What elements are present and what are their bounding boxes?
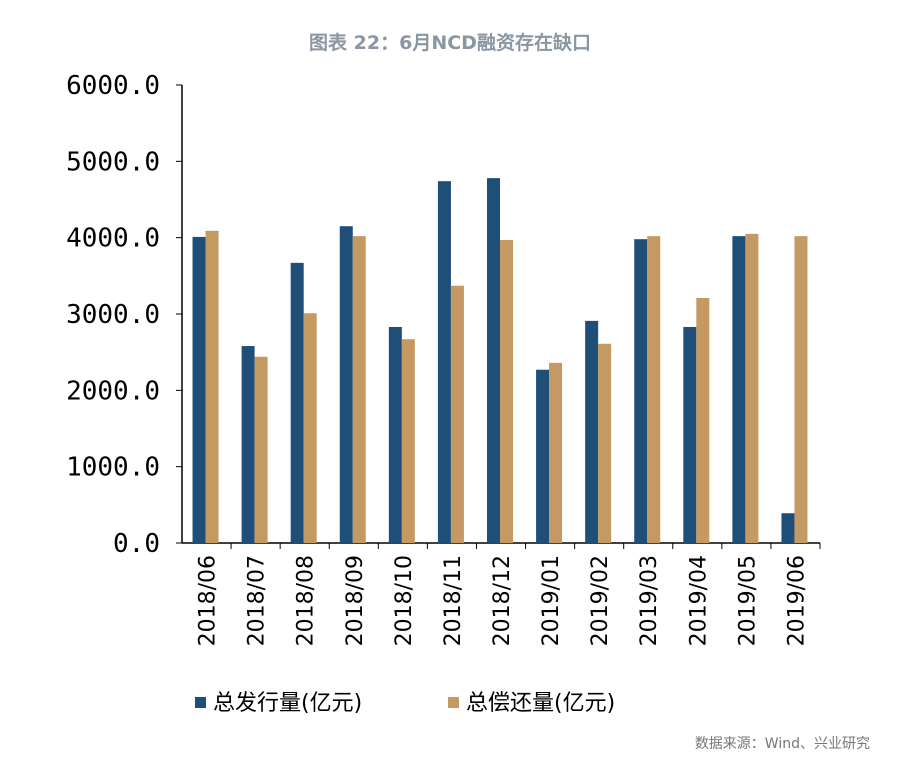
- bar-issuance: [732, 236, 746, 543]
- x-tick-label: 2019/03: [637, 555, 662, 646]
- y-tick-label: 3000.0: [66, 300, 160, 330]
- bar-repayment: [549, 362, 563, 543]
- bar-repayment: [401, 339, 415, 543]
- chart-title: 图表 22：6月NCD融资存在缺口: [309, 32, 591, 54]
- bar-issuance: [781, 513, 795, 543]
- x-tick-label: 2019/06: [784, 555, 809, 646]
- legend-label: 总偿还量(亿元): [466, 691, 615, 716]
- bar-repayment: [696, 297, 710, 543]
- bar-issuance: [634, 239, 648, 543]
- bar-issuance: [585, 320, 599, 543]
- x-tick-label: 2018/08: [294, 555, 319, 646]
- x-tick-label: 2018/06: [196, 555, 221, 646]
- legend-swatch: [195, 697, 206, 708]
- y-tick-label: 0.0: [113, 529, 160, 559]
- x-tick-label: 2019/02: [588, 555, 613, 646]
- x-tick-label: 2019/05: [735, 555, 760, 646]
- bar-repayment: [254, 356, 268, 543]
- bar-repayment: [303, 313, 317, 543]
- x-tick-label: 2018/11: [441, 555, 466, 646]
- bar-repayment: [647, 236, 661, 543]
- bar-issuance: [241, 346, 255, 543]
- x-tick-label: 2018/10: [392, 555, 417, 646]
- bar-issuance: [388, 326, 402, 543]
- y-tick-label: 1000.0: [66, 453, 160, 483]
- x-tick-label: 2018/07: [245, 555, 270, 646]
- bar-repayment: [450, 285, 464, 543]
- bar-repayment: [598, 343, 612, 543]
- legend-swatch: [448, 697, 459, 708]
- bar-repayment: [794, 236, 808, 543]
- source-note: 数据来源：Wind、兴业研究: [694, 736, 870, 752]
- legend-label: 总发行量(亿元): [213, 691, 362, 716]
- x-tick-label: 2018/09: [343, 555, 368, 646]
- bar-issuance: [339, 226, 353, 543]
- bar-issuance: [290, 262, 304, 543]
- y-tick-label: 4000.0: [66, 224, 160, 254]
- bar-repayment: [500, 239, 513, 543]
- y-tick-label: 2000.0: [66, 376, 160, 406]
- bar-issuance: [437, 181, 451, 543]
- bar-issuance: [192, 236, 206, 544]
- x-tick-label: 2019/01: [539, 555, 564, 646]
- bar-repayment: [352, 236, 366, 543]
- bar-issuance: [487, 178, 500, 544]
- bar-repayment: [745, 233, 759, 543]
- bar-issuance: [536, 369, 550, 543]
- y-tick-label: 5000.0: [66, 147, 160, 177]
- y-tick-label: 6000.0: [66, 71, 160, 101]
- bar-repayment: [205, 230, 219, 543]
- x-tick-label: 2019/04: [686, 555, 711, 646]
- bar-issuance: [683, 326, 697, 543]
- x-tick-label: 2018/12: [490, 555, 515, 646]
